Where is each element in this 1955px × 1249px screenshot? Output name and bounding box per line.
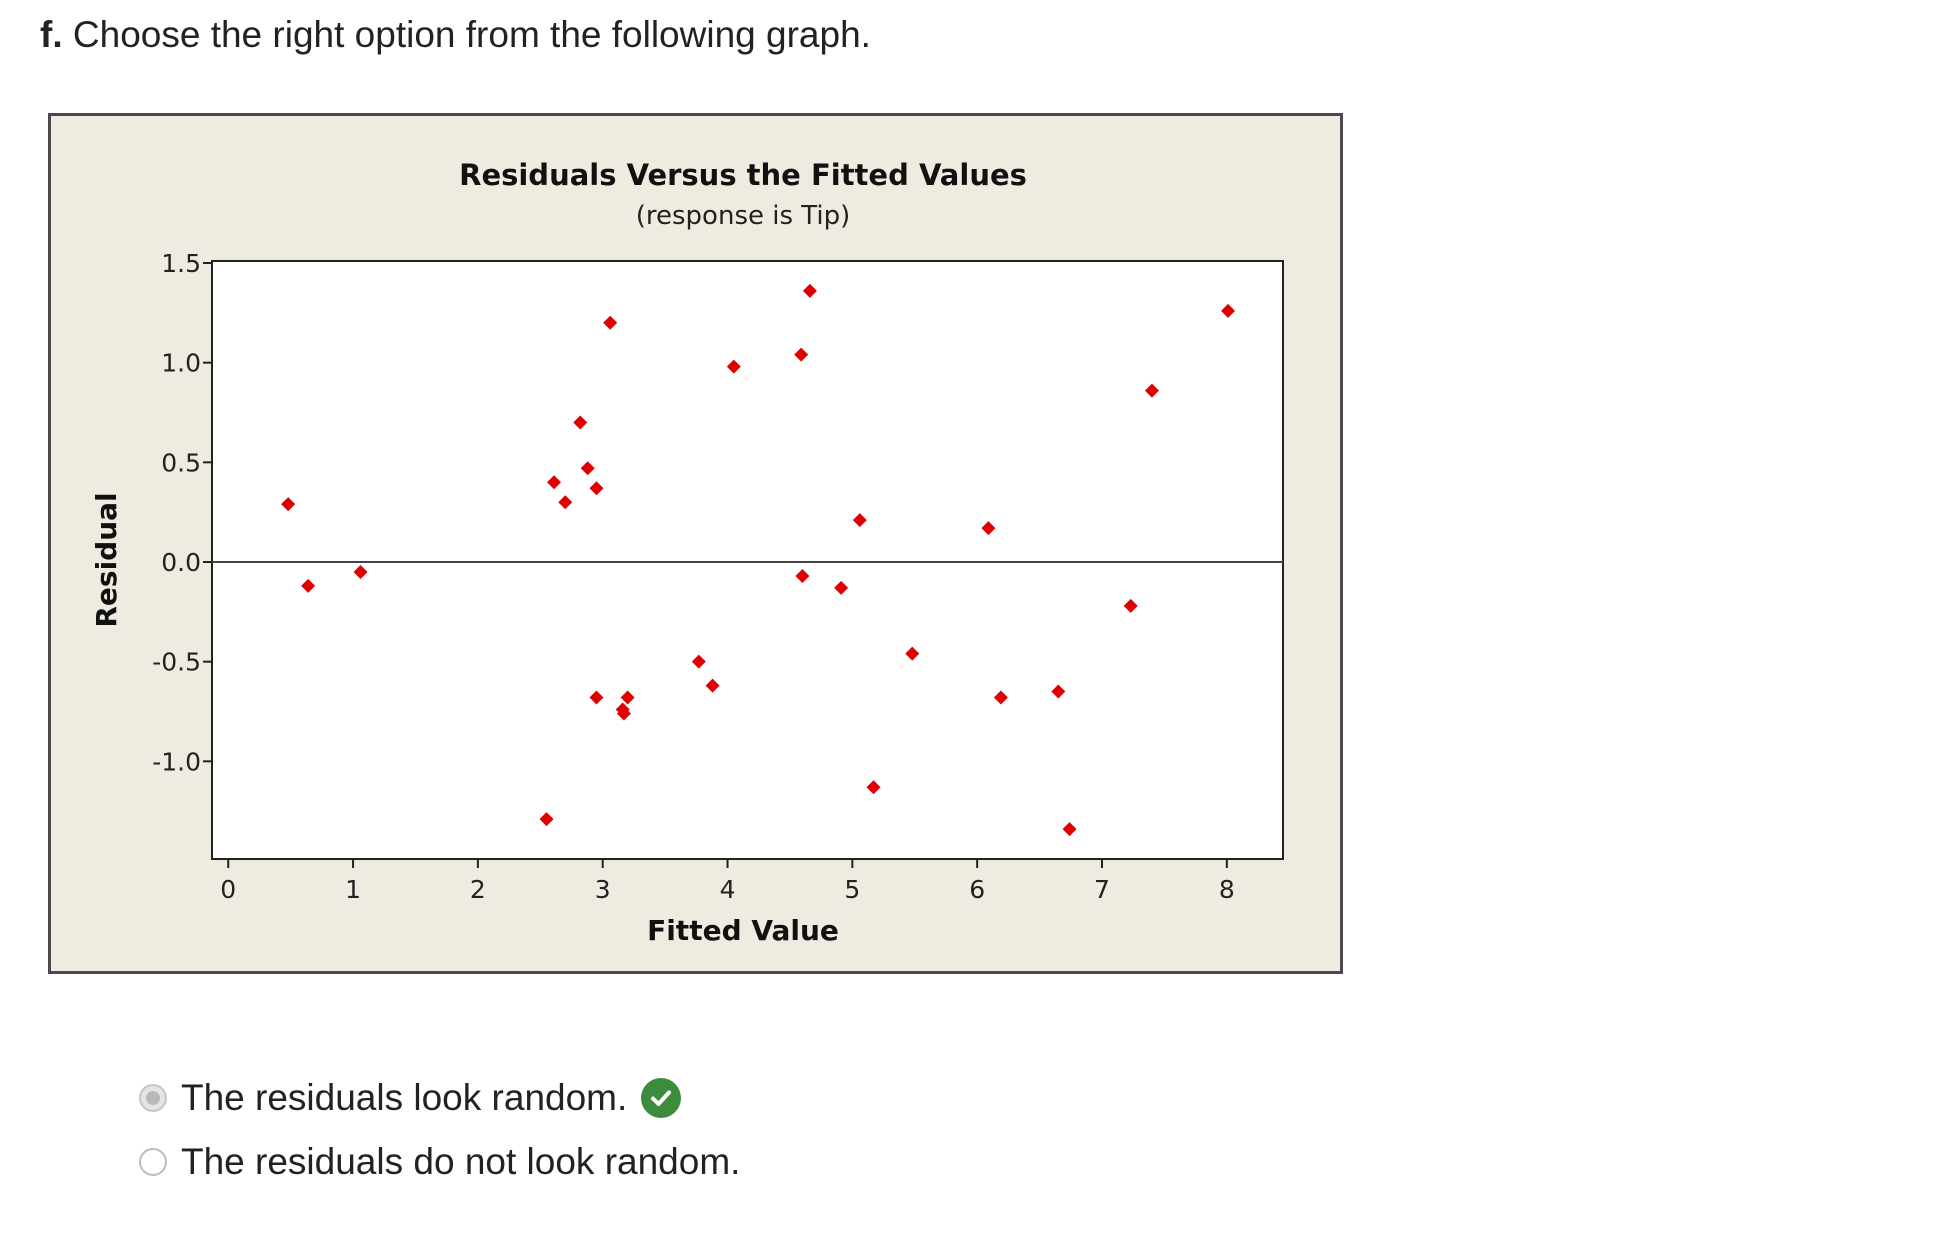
data-point xyxy=(301,578,316,593)
x-tick-label: 4 xyxy=(720,875,736,904)
chart-title: Residuals Versus the Fitted Values xyxy=(459,158,1027,192)
residual-scatter-chart: Residuals Versus the Fitted Values (resp… xyxy=(90,158,1284,947)
question-text: f. Choose the right option from the foll… xyxy=(40,14,871,56)
y-tick-label: 0.5 xyxy=(161,448,201,477)
question-prefix: f. xyxy=(40,14,63,55)
data-point xyxy=(691,654,706,669)
data-point xyxy=(802,283,817,298)
data-point xyxy=(573,415,588,430)
chart-figure: Residuals Versus the Fitted Values (resp… xyxy=(48,113,1343,974)
data-point xyxy=(1221,303,1236,318)
plot-area xyxy=(211,260,1284,860)
chart-subtitle: (response is Tip) xyxy=(636,201,851,231)
data-point xyxy=(539,812,554,827)
y-tick-label: -0.5 xyxy=(152,648,201,677)
data-point xyxy=(866,780,881,795)
check-circle-icon xyxy=(641,1078,682,1118)
data-point xyxy=(705,678,720,693)
y-axis-label: Residual xyxy=(90,492,123,627)
data-point xyxy=(547,475,562,490)
answer-options: The residuals look random. The residuals… xyxy=(139,1066,740,1194)
data-point xyxy=(1062,822,1077,837)
x-tick-label: 6 xyxy=(969,875,985,904)
data-point xyxy=(834,580,849,595)
data-point xyxy=(616,706,631,721)
data-point xyxy=(589,481,604,496)
x-tick-label: 5 xyxy=(844,875,860,904)
option-random-radio[interactable] xyxy=(139,1084,167,1112)
data-point xyxy=(726,359,741,374)
y-tick-label: 1.5 xyxy=(161,249,201,278)
x-tick-label: 3 xyxy=(595,875,611,904)
data-point xyxy=(603,315,618,330)
data-point xyxy=(905,646,920,661)
data-point xyxy=(281,497,296,512)
question-body: Choose the right option from the followi… xyxy=(72,14,871,55)
x-tick-label: 8 xyxy=(1219,875,1235,904)
x-tick-label: 0 xyxy=(220,875,236,904)
x-tick-label: 2 xyxy=(470,875,486,904)
data-point xyxy=(580,461,595,476)
data-point xyxy=(852,513,867,528)
data-point xyxy=(589,690,604,705)
option-not-random-label: The residuals do not look random. xyxy=(181,1141,741,1182)
data-point xyxy=(795,568,810,583)
option-random[interactable]: The residuals look random. xyxy=(139,1066,740,1130)
x-tick-label: 1 xyxy=(345,875,361,904)
data-point xyxy=(1123,598,1138,613)
option-random-label: The residuals look random. xyxy=(181,1077,628,1118)
option-not-random-radio[interactable] xyxy=(139,1148,167,1176)
y-tick-label: 0.0 xyxy=(161,548,201,577)
data-point xyxy=(353,564,368,579)
data-point xyxy=(558,495,573,510)
x-tick-label: 7 xyxy=(1094,875,1110,904)
y-tick-label: -1.0 xyxy=(152,747,201,776)
x-axis-label: Fitted Value xyxy=(647,914,839,947)
data-point xyxy=(981,521,996,536)
data-point xyxy=(993,690,1008,705)
option-not-random[interactable]: The residuals do not look random. xyxy=(139,1130,740,1194)
data-point xyxy=(794,347,809,362)
data-point xyxy=(1051,684,1066,699)
y-tick-label: 1.0 xyxy=(161,349,201,378)
data-point xyxy=(620,690,635,705)
data-point xyxy=(1144,383,1159,398)
